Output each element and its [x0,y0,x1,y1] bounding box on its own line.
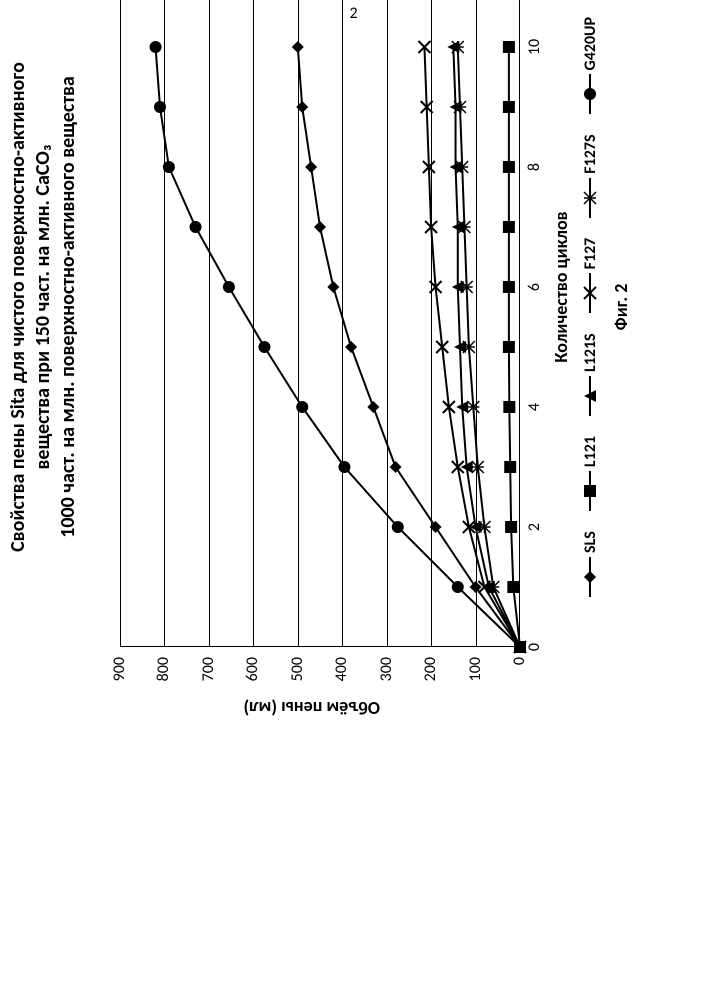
legend-item-F127S: F127S [580,134,600,217]
series-line-SLS [298,47,520,647]
y-tick-label: 900 [110,657,129,707]
y-tick-label: 700 [199,657,218,707]
legend-marker-icon [580,178,600,218]
x-axis-title: Количество циклов [550,0,572,647]
legend-marker-icon [580,74,600,114]
y-tick-label: 800 [154,657,173,707]
y-tick-label: 200 [421,657,440,707]
legend-item-F127: F127 [580,238,600,314]
x-tick-label: 6 [525,267,544,307]
y-tick-label: 100 [466,657,485,707]
legend-label: F127 [581,238,600,270]
legend-label: L121 [581,436,600,467]
series-layer [120,0,520,647]
legend-item-G420UP: G420UP [580,17,600,114]
legend: SLS L121 L121S F127 F127S G420UP [580,0,600,757]
chart-title: Свойства пены Sita для чистого поверхнос… [0,0,81,757]
legend-marker-icon [580,471,600,511]
chart-container: Свойства пены Sita для чистого поверхнос… [0,50,707,757]
legend-marker-icon [580,376,600,416]
legend-label: L121S [581,333,600,372]
legend-marker-icon [580,273,600,313]
legend-item-SLS: SLS [580,531,600,597]
x-tick-label: 2 [525,507,544,547]
x-tick-label: 10 [525,27,544,67]
legend-label: F127S [581,134,600,173]
y-axis-title: Объём пены (мл) [243,697,380,719]
plot-area: 0100200300400500600700800900 024681012 К… [120,0,520,647]
legend-label: G420UP [581,17,600,70]
legend-item-L121S: L121S [580,333,600,416]
legend-marker-icon [580,557,600,597]
x-tick-label: 4 [525,387,544,427]
legend-item-L121: L121 [580,436,600,511]
figure-caption: Фиг. 2 [610,0,632,757]
x-tick-label: 8 [525,147,544,187]
x-tick-label: 0 [525,627,544,667]
legend-label: SLS [581,531,600,553]
